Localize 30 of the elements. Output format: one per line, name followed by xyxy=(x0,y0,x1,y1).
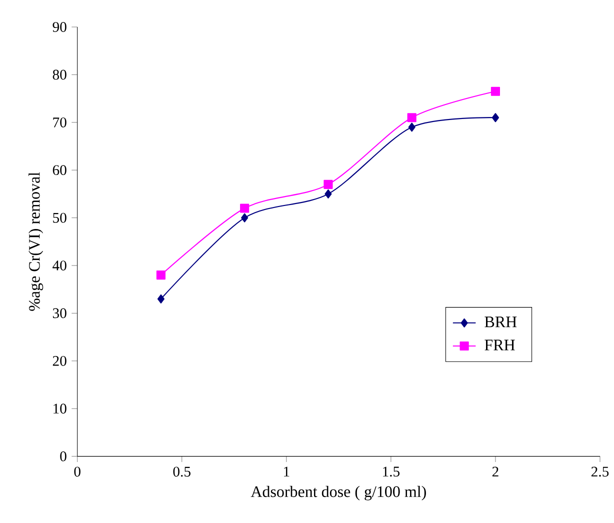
point xyxy=(492,113,500,122)
y-tick-label: 80 xyxy=(52,70,66,80)
point xyxy=(157,294,164,304)
y-tick-label: 60 xyxy=(52,165,66,176)
y-tick-label: 50 xyxy=(53,212,66,223)
point xyxy=(324,189,332,198)
x-tick-label: 2.5 xyxy=(591,466,609,477)
legend-label: FRH xyxy=(484,340,515,350)
x-tick-label: 0.5 xyxy=(173,466,190,477)
y-tick-label: 0 xyxy=(60,451,66,462)
point xyxy=(407,113,416,122)
point xyxy=(240,204,250,213)
x-tick-label: 2 xyxy=(492,466,498,476)
y-tick-label: 40 xyxy=(52,260,66,270)
x-tick-label: 1.5 xyxy=(383,466,400,477)
y-tick-label: 10 xyxy=(54,404,66,414)
y-axis-title: %age Cr(VI) removal xyxy=(28,172,44,311)
point xyxy=(490,86,500,96)
point xyxy=(241,213,248,222)
x-tick-label: 1 xyxy=(284,466,290,476)
point xyxy=(408,122,416,132)
point xyxy=(156,270,166,280)
y-tick-label: 70 xyxy=(53,117,66,128)
x-tick-label: 0 xyxy=(74,466,80,477)
y-tick-label: 20 xyxy=(52,356,66,366)
x-axis-title: Adsorbent dose ( g/100 ml) xyxy=(250,486,426,500)
point xyxy=(324,180,333,189)
legend-label: BRH xyxy=(484,316,517,328)
y-tick-label: 90 xyxy=(52,22,66,32)
y-tick-label: 30 xyxy=(52,308,66,318)
